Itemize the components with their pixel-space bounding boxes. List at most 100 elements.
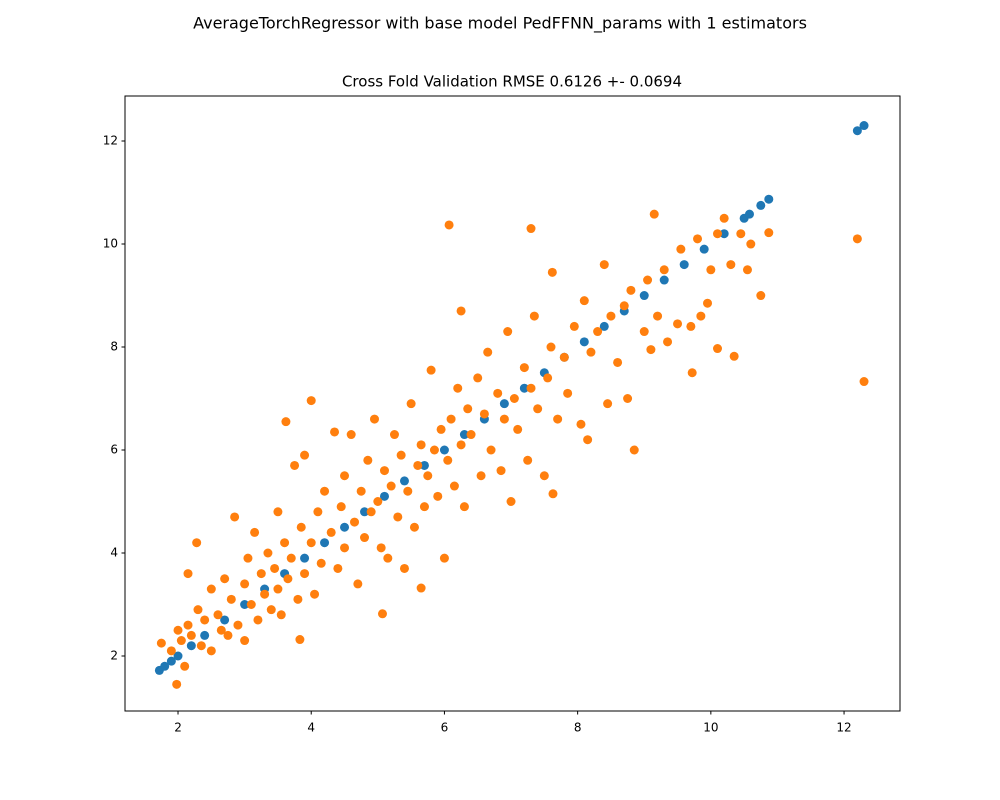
scatter-point (246, 600, 256, 610)
scatter-point (393, 512, 403, 522)
scatter-point (626, 285, 636, 295)
scatter-point (436, 424, 446, 434)
scatter-point (320, 538, 330, 548)
scatter-point (363, 455, 373, 465)
scatter-point (459, 502, 469, 512)
y-tick-label: 2 (110, 648, 118, 662)
scatter-point (419, 460, 429, 470)
scatter-point (593, 327, 603, 337)
scatter-point (377, 609, 387, 619)
scatter-point (200, 630, 210, 640)
scatter-point (226, 594, 236, 604)
scatter-point (613, 357, 623, 367)
scatter-point (509, 394, 519, 404)
scatter-point (186, 641, 196, 651)
scatter-point (295, 635, 305, 645)
scatter-point (623, 394, 633, 404)
scatter-point (266, 605, 276, 615)
scatter-point (310, 589, 320, 599)
scatter-point (693, 234, 703, 244)
scatter-point (476, 471, 486, 481)
scatter-point (192, 538, 202, 548)
scatter-point (579, 296, 589, 306)
scatter-point (463, 404, 473, 414)
scatter-point (233, 620, 243, 630)
scatter-point (366, 507, 376, 517)
scatter-point (216, 625, 226, 635)
scatter-point (389, 430, 399, 440)
y-tick-label: 6 (110, 443, 118, 457)
scatter-point (176, 636, 186, 646)
scatter-point (859, 121, 869, 131)
scatter-point (687, 368, 697, 378)
scatter-point (306, 538, 316, 548)
scatter-point (293, 594, 303, 604)
scatter-point (193, 605, 203, 615)
scatter-point (350, 517, 360, 527)
x-tick-label: 10 (703, 721, 718, 735)
scatter-point (270, 563, 280, 573)
scatter-point (206, 584, 216, 594)
scatter-point (340, 543, 350, 553)
scatter-point (526, 224, 536, 234)
scatter-point (449, 481, 459, 491)
scatter-point (547, 267, 557, 277)
scatter-point (326, 527, 336, 537)
scatter-point (172, 679, 182, 689)
scatter-point (426, 365, 436, 375)
scatter-point (409, 522, 419, 532)
scatter-point (742, 265, 752, 275)
scatter-point (373, 497, 383, 507)
scatter-point (300, 569, 310, 579)
scatter-point (253, 615, 263, 625)
scatter-point (756, 200, 766, 210)
scatter-point (493, 388, 503, 398)
scatter-point (639, 327, 649, 337)
scatter-point (439, 445, 449, 455)
scatter-point (523, 455, 533, 465)
scatter-point (336, 502, 346, 512)
chart-subtitle: Cross Fold Validation RMSE 0.6126 +- 0.0… (342, 73, 682, 91)
axes-frame (124, 95, 901, 712)
scatter-point (453, 383, 463, 393)
scatter-point (519, 363, 529, 373)
scatter-point (653, 311, 663, 321)
scatter-point (603, 399, 613, 409)
scatter-point (403, 486, 413, 496)
scatter-point (649, 209, 659, 219)
scatter-point (543, 373, 553, 383)
scatter-point (333, 563, 343, 573)
scatter-point (764, 194, 774, 204)
scatter-point (300, 553, 310, 563)
scatter-point (399, 563, 409, 573)
scatter-point (173, 651, 183, 661)
scatter-point (283, 574, 293, 584)
scatter-point (379, 466, 389, 476)
scatter-point (619, 301, 629, 311)
scatter-point (756, 291, 766, 301)
scatter-point (456, 306, 466, 316)
scatter-point (156, 638, 166, 648)
scatter-point (483, 347, 493, 357)
scatter-point (606, 311, 616, 321)
scatter-point (599, 260, 609, 270)
scatter-point (459, 430, 469, 440)
scatter-point (676, 244, 686, 254)
scatter-point (281, 417, 291, 427)
scatter-point (569, 321, 579, 331)
scatter-point (273, 584, 283, 594)
scatter-point (419, 502, 429, 512)
scatter-point (473, 373, 483, 383)
scatter-point (703, 298, 713, 308)
scatter-point (519, 383, 529, 393)
scatter-point (360, 533, 370, 543)
scatter-point (416, 583, 426, 593)
scatter-point (586, 347, 596, 357)
scatter-point (852, 234, 862, 244)
scatter-point (506, 497, 516, 507)
scatter-point (444, 220, 454, 230)
scatter-point (376, 543, 386, 553)
scatter-point (220, 615, 230, 625)
